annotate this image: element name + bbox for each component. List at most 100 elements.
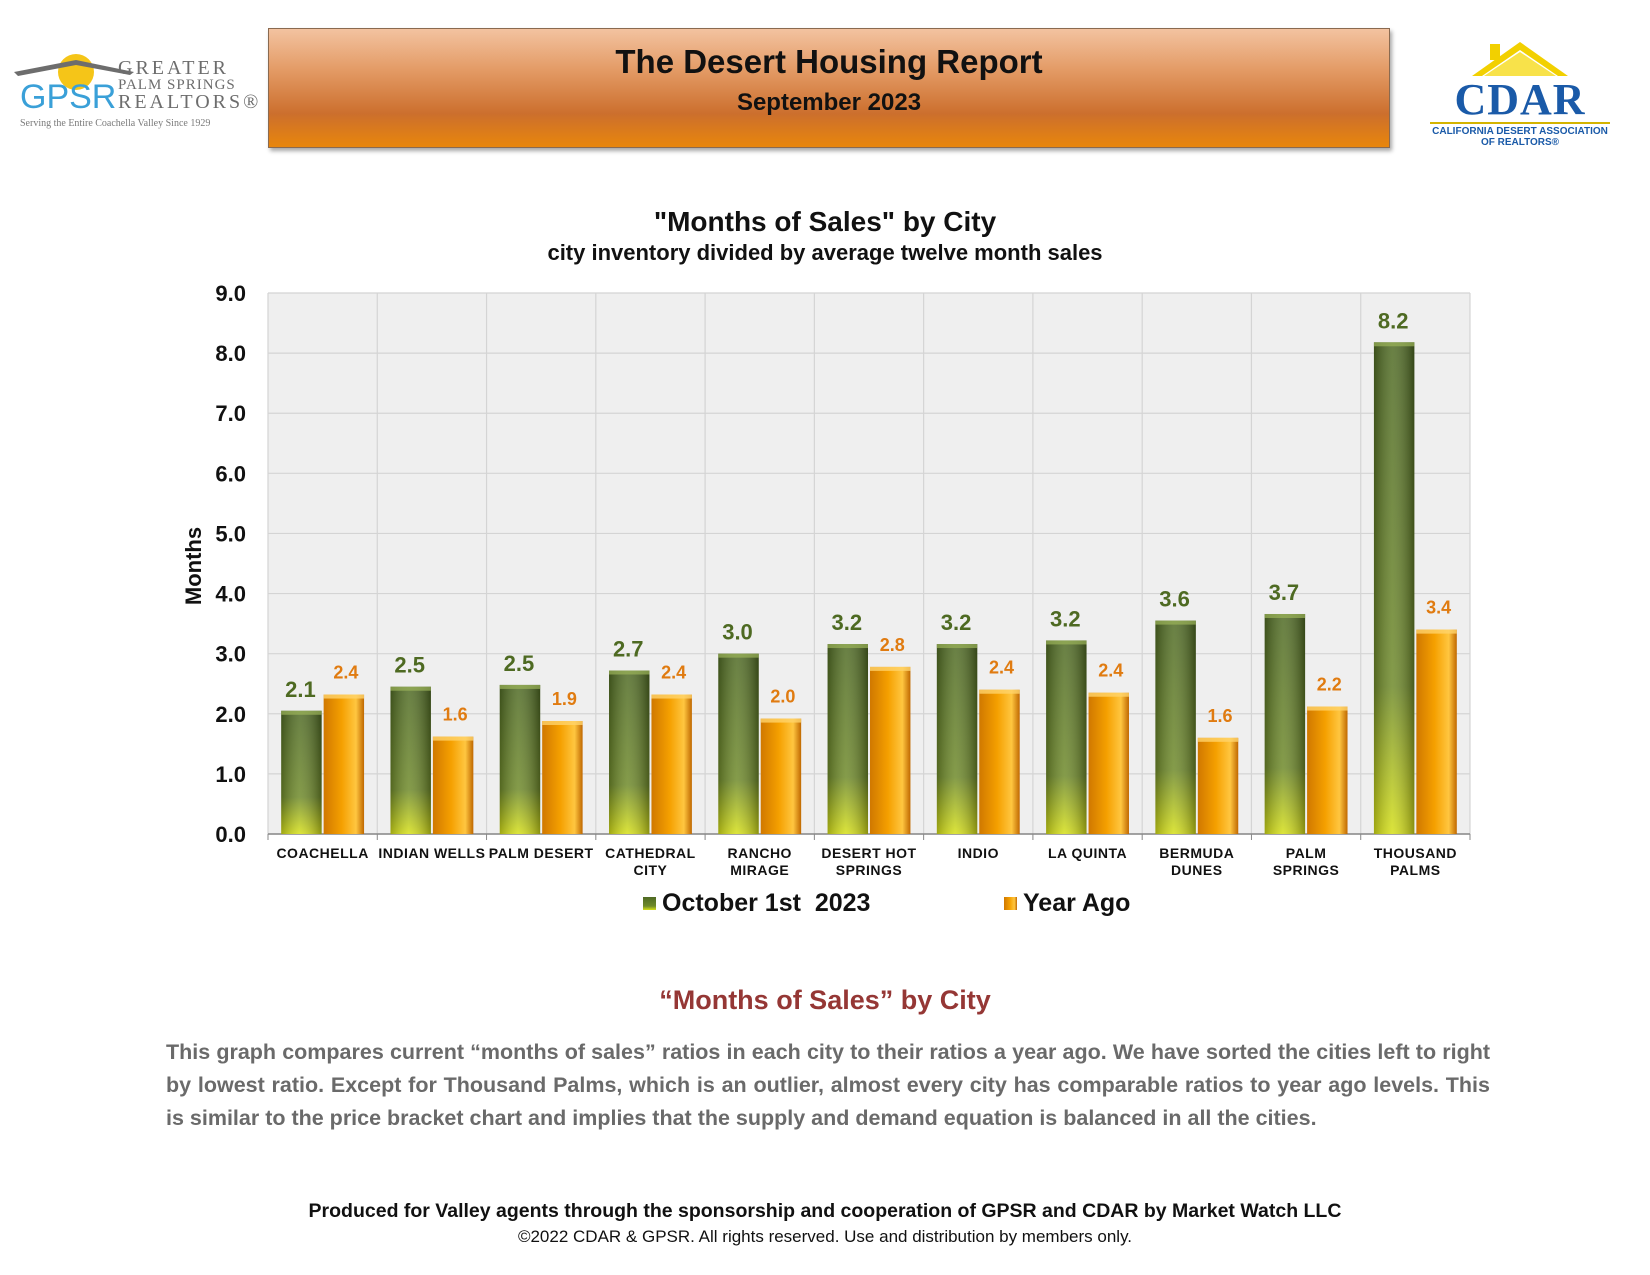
data-label-current: 3.2 [1050, 606, 1081, 631]
x-category-label: BERMUDA [1159, 845, 1234, 861]
x-category-label: CITY [634, 862, 668, 878]
data-label-year-ago: 1.9 [552, 689, 577, 709]
y-tick-label: 3.0 [215, 642, 246, 667]
bar-year-ago [542, 720, 583, 834]
chart-title: "Months of Sales" by City [653, 206, 997, 237]
x-category-label: PALM [1286, 845, 1327, 861]
report-banner: The Desert Housing Report September 2023 [268, 28, 1390, 148]
data-label-year-ago: 2.4 [989, 658, 1014, 678]
data-label-year-ago: 2.4 [661, 663, 686, 683]
cdar-logo-line2: OF REALTORS® [1480, 137, 1560, 148]
x-category-label: INDIO [958, 845, 999, 861]
gpsr-logo-line1: GREATER [118, 57, 229, 79]
bar-current-shade [281, 710, 322, 834]
bar-current-shade [1264, 613, 1306, 834]
x-category-label: INDIAN WELLS [378, 845, 485, 861]
data-label-current: 3.6 [1159, 587, 1190, 612]
bar-year-ago-cap [432, 736, 474, 741]
data-label-current: 3.2 [941, 610, 972, 635]
bar-current-shade [499, 684, 541, 834]
legend-label-current: October 1st 2023 [662, 889, 870, 917]
legend-label-year-ago: Year Ago [1023, 889, 1130, 917]
bar-current-cap [1373, 342, 1415, 347]
legend-swatch-current [643, 897, 656, 910]
report-title: The Desert Housing Report [615, 43, 1043, 80]
months-of-sales-chart: 0.0 1.0 2.0 3.0 4.0 5.0 6.0 7.0 8.0 9.0 2.1 2.4 COAC… [181, 281, 1471, 917]
data-label-year-ago: 2.4 [333, 663, 358, 683]
bar-current-cap [390, 686, 431, 691]
x-category-label: THOUSAND [1374, 845, 1457, 861]
x-category-label: MIRAGE [730, 862, 789, 878]
gpsr-sun-roof-icon [14, 54, 134, 90]
bar-year-ago-cap [979, 689, 1020, 694]
bar-year-ago [1197, 737, 1239, 834]
bar-year-ago-cap [1307, 706, 1348, 711]
bar-current-shade [609, 670, 650, 834]
bar-current-shade [936, 644, 978, 834]
bar-current-shade [718, 653, 759, 834]
data-label-year-ago: 2.2 [1317, 675, 1342, 695]
bar-year-ago-cap [1088, 692, 1129, 697]
data-label-year-ago: 1.6 [1208, 706, 1233, 726]
y-tick-label: 0.0 [215, 822, 246, 847]
bar-year-ago [1088, 692, 1129, 834]
bar-year-ago [1416, 629, 1457, 834]
bar-current-shade [827, 644, 868, 834]
data-label-current: 2.5 [394, 653, 425, 678]
data-label-current: 3.0 [722, 620, 753, 645]
footer-credit: Produced for Valley agents through the s… [308, 1200, 1342, 1222]
legend-swatch-year-ago [1004, 897, 1017, 910]
y-tick-label: 2.0 [215, 702, 246, 727]
bar-year-ago-cap [542, 720, 583, 725]
y-tick-label: 8.0 [215, 341, 246, 366]
x-category-label: COACHELLA [276, 845, 368, 861]
gpsr-tagline: Serving the Entire Coachella Valley Sinc… [20, 118, 211, 129]
cdar-logo: CDAR CALIFORNIA DESERT ASSOCIATION OF RE… [1420, 40, 1620, 148]
bar-year-ago [870, 666, 911, 834]
y-tick-label: 4.0 [215, 582, 246, 607]
data-label-year-ago: 2.0 [770, 687, 795, 707]
cdar-roof-icon [1472, 42, 1568, 76]
y-tick-label: 9.0 [215, 281, 246, 306]
y-tick-label: 6.0 [215, 461, 246, 486]
data-label-current: 2.5 [504, 651, 535, 676]
bar-current-cap [1155, 620, 1196, 625]
bar-year-ago [979, 689, 1020, 834]
y-tick-label: 5.0 [215, 521, 246, 546]
data-label-year-ago: 2.4 [1098, 661, 1123, 681]
data-label-current: 2.7 [613, 636, 644, 661]
bar-year-ago [432, 736, 474, 834]
bar-current-shade [1046, 640, 1087, 834]
y-axis-title: Months [181, 527, 206, 605]
gpsr-logo-line2: PALM SPRINGS [118, 77, 236, 93]
bar-current-shade [1155, 620, 1196, 834]
bar-current-shade [390, 686, 431, 834]
y-tick-label: 1.0 [215, 762, 246, 787]
y-tick-label: 7.0 [215, 401, 246, 426]
cdar-logo-line1: CALIFORNIA DESERT ASSOCIATION [1432, 126, 1608, 137]
bar-year-ago [651, 694, 692, 834]
bar-current-cap [1046, 640, 1087, 645]
x-category-label: CATHEDRAL [605, 845, 696, 861]
data-label-current: 3.2 [831, 610, 862, 635]
bar-current-cap [281, 710, 322, 715]
bar-current-cap [718, 653, 759, 658]
gpsr-logo: GPSR GREATER PALM SPRINGS REALTORS® Serv… [14, 50, 258, 132]
section-title: “Months of Sales” by City [659, 985, 991, 1015]
x-category-label: LA QUINTA [1048, 845, 1127, 861]
section-body: This graph compares current “months of s… [166, 1040, 1490, 1130]
bar-year-ago [323, 694, 365, 834]
gpsr-logo-line3: REALTORS® [118, 91, 262, 113]
data-label-current: 3.7 [1269, 580, 1300, 605]
bar-year-ago [760, 718, 802, 834]
bar-current-shade [1373, 342, 1415, 834]
x-category-label: PALMS [1390, 862, 1440, 878]
footer-copyright: ©2022 CDAR & GPSR. All rights reserved. … [517, 1227, 1133, 1246]
bar-current-cap [609, 670, 650, 675]
bar-year-ago [1307, 706, 1348, 834]
data-label-year-ago: 3.4 [1426, 598, 1451, 618]
data-label-year-ago: 1.6 [443, 705, 468, 725]
bar-year-ago-cap [1197, 737, 1239, 742]
x-category-label: RANCHO [728, 845, 792, 861]
x-category-label: SPRINGS [836, 862, 903, 878]
